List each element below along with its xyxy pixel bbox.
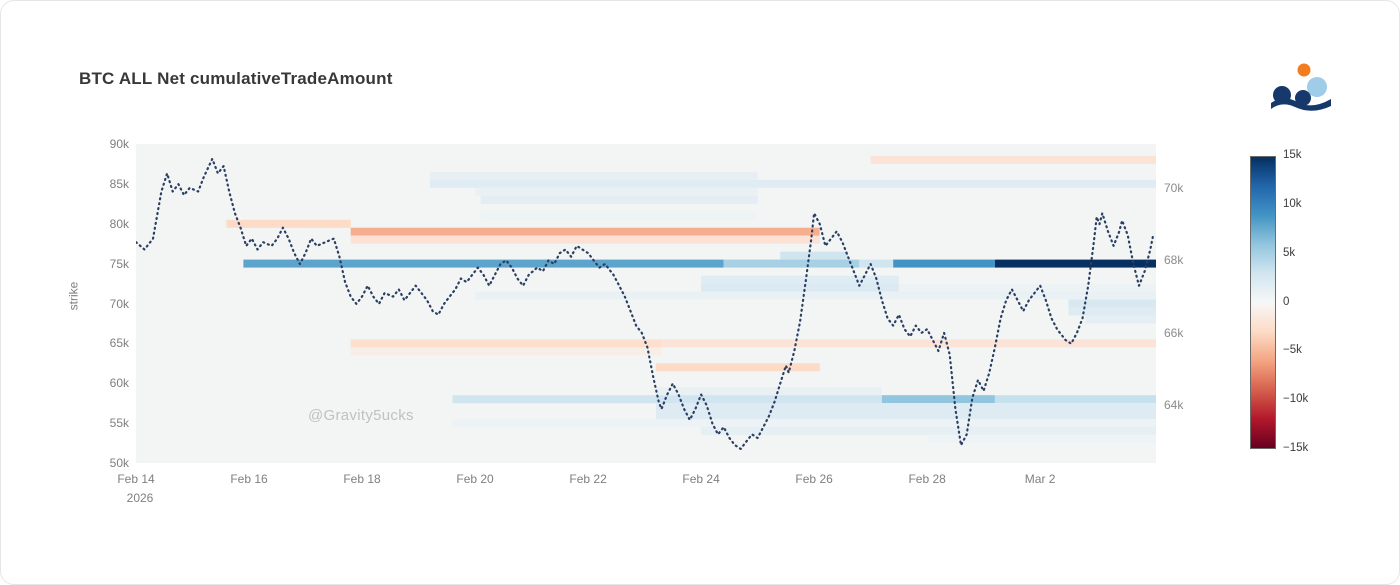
heat-band	[429, 179, 1156, 188]
heat-band	[350, 339, 662, 348]
heat-band	[898, 283, 1156, 292]
colorbar-tick-label: 15k	[1283, 149, 1302, 161]
price-tick-label: 70k	[1164, 180, 1184, 195]
colorbar-tick-label: 10k	[1283, 197, 1302, 210]
heat-band	[893, 259, 995, 268]
heat-band	[780, 251, 848, 260]
heat-band	[927, 435, 1156, 444]
heat-band	[429, 171, 758, 180]
date-tick-label: Feb 14	[117, 472, 155, 486]
heat-band	[701, 427, 1156, 436]
colorbar-tick-label: −5k	[1283, 344, 1302, 357]
colorbar-tick-label: −15k	[1283, 442, 1309, 454]
date-tick-label: Feb 28	[908, 472, 946, 486]
heat-band	[475, 291, 1156, 300]
heat-band	[994, 259, 1156, 268]
strike-tick-label: 85k	[109, 176, 129, 191]
heat-band	[350, 347, 662, 356]
watermark: @Gravity5ucks	[308, 407, 414, 424]
strike-tick-label: 75k	[109, 256, 129, 271]
date-tick-label: Feb 20	[456, 472, 494, 486]
heat-band	[723, 259, 860, 268]
strike-tick-label: 55k	[109, 416, 129, 431]
price-tick-label: 68k	[1164, 253, 1184, 268]
heat-band	[655, 363, 820, 372]
heat-band	[859, 259, 894, 268]
price-tick-label: 66k	[1164, 325, 1184, 340]
heat-band	[243, 259, 724, 268]
heat-band	[350, 227, 820, 236]
date-tick-label: Feb 18	[343, 472, 381, 486]
chart-title: BTC ALL Net cumulativeTradeAmount	[79, 69, 393, 88]
heat-band	[1068, 299, 1156, 308]
heat-band	[655, 411, 1156, 420]
strike-tick-label: 90k	[109, 137, 129, 151]
price-line	[136, 157, 1155, 450]
colorbar-tick-label: 0	[1283, 295, 1290, 308]
strike-tick-label: 70k	[109, 296, 129, 311]
heat-band	[661, 339, 1156, 348]
strike-tick-label: 80k	[109, 216, 129, 231]
date-tick-year-label: 2026	[126, 491, 154, 505]
heat-band	[870, 156, 1156, 164]
heat-band	[881, 395, 995, 404]
heat-band	[480, 211, 758, 220]
heat-band	[701, 283, 899, 292]
colorbar-tick-label: 5k	[1283, 246, 1296, 259]
date-tick-label: Feb 24	[682, 472, 720, 486]
date-tick-label: Mar 2	[1024, 472, 1056, 486]
strike-tick-label: 60k	[109, 376, 129, 391]
heat-band	[655, 387, 882, 396]
price-tick-label: 64k	[1164, 398, 1184, 413]
date-tick-label: Feb 16	[230, 472, 268, 486]
heat-band	[226, 219, 351, 228]
heat-band	[480, 195, 758, 204]
heat-band	[1068, 307, 1156, 316]
brand-logo-icon	[1271, 63, 1331, 111]
date-tick-label: Feb 26	[795, 472, 833, 486]
colorbar	[1250, 156, 1276, 449]
brand-logo	[1269, 61, 1333, 119]
colorbar-tick-label: −10k	[1283, 393, 1309, 406]
heat-band	[452, 419, 1156, 428]
date-tick-label: Feb 22	[569, 472, 607, 486]
heat-band	[1085, 315, 1156, 324]
heat-band	[452, 395, 882, 404]
heat-band	[350, 235, 820, 244]
strike-tick-label: 50k	[109, 456, 129, 470]
heat-band	[655, 403, 1156, 412]
plot-area[interactable]: @Gravity5ucks	[136, 144, 1156, 463]
heatmap-canvas	[136, 156, 1156, 450]
heat-band	[701, 275, 899, 284]
heat-band	[475, 187, 758, 196]
strike-tick-label: 65k	[109, 336, 129, 351]
heat-band	[994, 395, 1156, 404]
